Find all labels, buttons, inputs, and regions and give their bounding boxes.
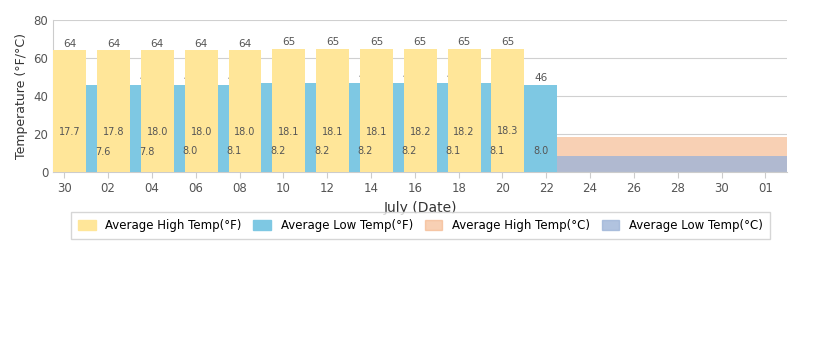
Bar xyxy=(349,83,382,172)
Text: 17.7: 17.7 xyxy=(59,127,81,138)
Text: 46: 46 xyxy=(139,73,153,83)
Bar xyxy=(86,85,119,172)
Text: 8.2: 8.2 xyxy=(314,146,330,156)
Text: 18.2: 18.2 xyxy=(453,126,475,136)
Bar xyxy=(228,50,261,172)
Text: 8.1: 8.1 xyxy=(490,146,505,156)
Bar xyxy=(404,49,437,172)
Text: 18.2: 18.2 xyxy=(409,126,431,136)
Bar xyxy=(481,83,514,172)
Bar xyxy=(525,85,557,172)
Bar xyxy=(305,83,338,172)
Y-axis label: Temperature (°F/°C): Temperature (°F/°C) xyxy=(15,33,28,159)
Text: 46: 46 xyxy=(183,73,197,83)
Text: 8.1: 8.1 xyxy=(446,146,461,156)
Text: 65: 65 xyxy=(501,37,515,47)
Bar xyxy=(217,85,251,172)
Text: 65: 65 xyxy=(326,37,339,47)
Text: 64: 64 xyxy=(151,39,164,49)
Legend: Average High Temp(°F), Average Low Temp(°F), Average High Temp(°C), Average Low : Average High Temp(°F), Average Low Temp(… xyxy=(71,212,769,239)
Bar xyxy=(437,83,470,172)
Text: 47: 47 xyxy=(403,71,416,81)
Text: 46: 46 xyxy=(227,73,241,83)
Bar xyxy=(393,83,426,172)
Text: 18.1: 18.1 xyxy=(322,127,344,137)
Text: 18.1: 18.1 xyxy=(278,127,300,137)
Bar xyxy=(185,50,217,172)
Text: 64: 64 xyxy=(238,39,251,49)
Bar xyxy=(261,83,295,172)
Text: 8.2: 8.2 xyxy=(271,146,286,156)
Text: 47: 47 xyxy=(271,71,285,81)
Text: 8.2: 8.2 xyxy=(358,146,374,156)
Bar xyxy=(141,50,173,172)
Text: 65: 65 xyxy=(370,37,383,47)
Bar xyxy=(53,156,788,172)
Bar xyxy=(360,49,393,172)
Text: 65: 65 xyxy=(282,37,295,47)
Text: 64: 64 xyxy=(194,39,208,49)
Bar xyxy=(97,50,130,172)
Bar xyxy=(491,49,525,172)
Bar xyxy=(130,85,163,172)
Text: 65: 65 xyxy=(413,37,427,47)
Bar xyxy=(173,85,207,172)
Text: 46: 46 xyxy=(96,73,110,83)
Text: 64: 64 xyxy=(63,39,76,49)
Text: 18.0: 18.0 xyxy=(191,127,212,137)
Text: 8.1: 8.1 xyxy=(227,146,242,156)
Text: 64: 64 xyxy=(107,39,120,49)
Text: 8.0: 8.0 xyxy=(533,146,549,156)
Bar xyxy=(316,49,349,172)
Text: 17.8: 17.8 xyxy=(103,127,124,137)
Text: 8.0: 8.0 xyxy=(183,146,198,156)
Bar xyxy=(53,50,86,172)
Text: 47: 47 xyxy=(315,71,329,81)
Text: 18.1: 18.1 xyxy=(366,127,387,137)
Bar xyxy=(53,137,788,172)
Text: 46: 46 xyxy=(535,73,548,83)
Text: 18.3: 18.3 xyxy=(497,126,519,136)
Bar xyxy=(272,49,305,172)
Text: 47: 47 xyxy=(491,71,504,81)
Text: 7.6: 7.6 xyxy=(95,147,110,157)
Text: 47: 47 xyxy=(447,71,460,81)
Bar xyxy=(447,49,481,172)
X-axis label: July (Date): July (Date) xyxy=(383,201,457,215)
Text: 7.8: 7.8 xyxy=(139,147,154,157)
Text: 47: 47 xyxy=(359,71,372,81)
Text: 8.2: 8.2 xyxy=(402,146,417,156)
Text: 18.0: 18.0 xyxy=(147,127,168,137)
Text: 18.0: 18.0 xyxy=(234,127,256,137)
Text: 65: 65 xyxy=(457,37,471,47)
